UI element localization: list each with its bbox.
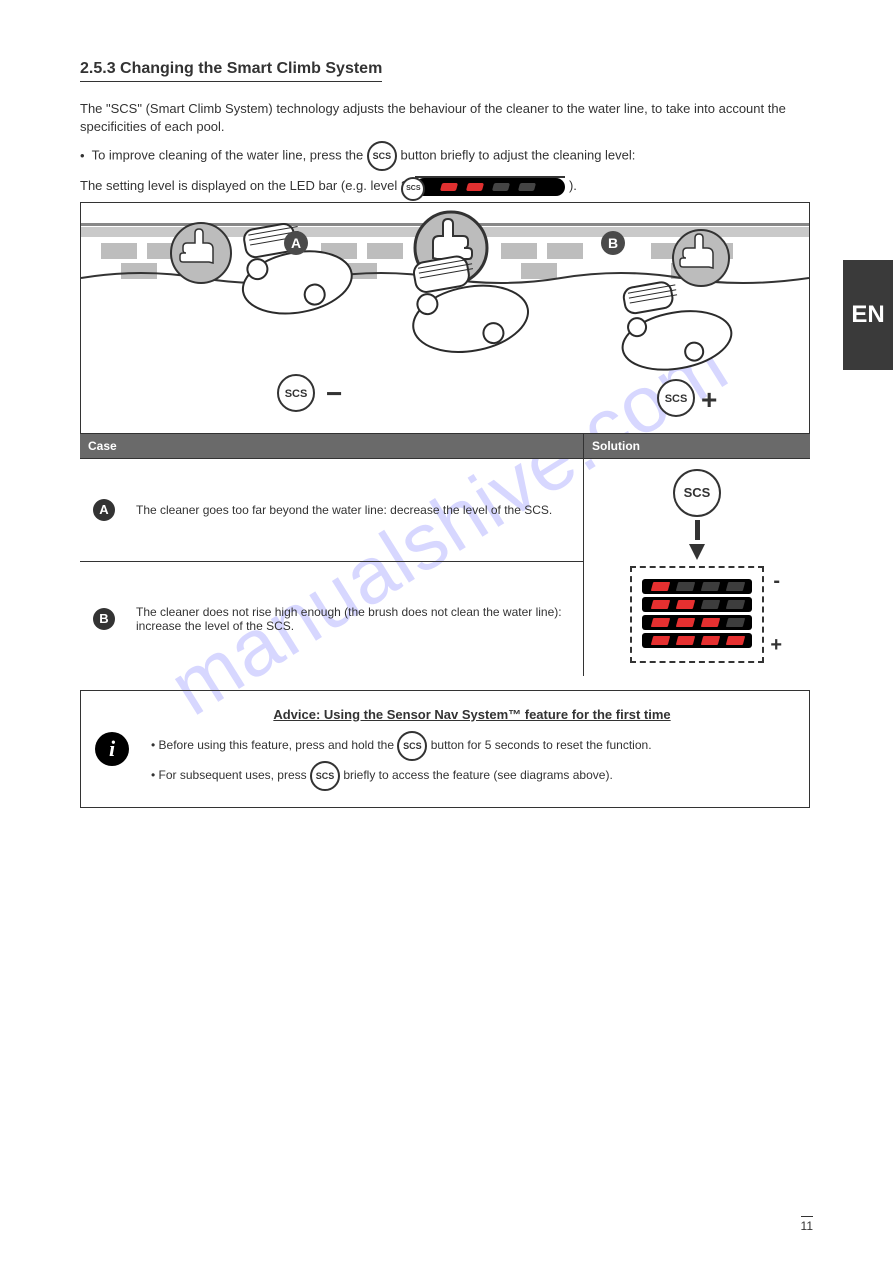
level-segment xyxy=(701,636,720,645)
diagram-svg: A xyxy=(81,203,809,431)
scs-plus-indicator: SCS + xyxy=(658,380,717,416)
led-segment xyxy=(440,183,458,191)
level-bar xyxy=(642,597,752,612)
svg-text:−: − xyxy=(326,378,342,409)
language-tab: EN xyxy=(843,260,893,370)
minus-label: - xyxy=(773,570,780,593)
svg-text:SCS: SCS xyxy=(665,393,688,405)
info-line2-after: briefly to access the feature (see diagr… xyxy=(343,769,612,783)
instruction-before: To improve cleaning of the water line, p… xyxy=(92,148,364,163)
info-icon: i xyxy=(95,732,129,766)
svg-text:SCS: SCS xyxy=(285,388,308,400)
level-segment xyxy=(651,636,670,645)
led-segment xyxy=(492,183,510,191)
level-segment xyxy=(651,582,670,591)
levels-container xyxy=(642,579,752,648)
intro-paragraph: The "SCS" (Smart Climb System) technolog… xyxy=(80,100,810,135)
level-bar xyxy=(642,633,752,648)
display-paragraph: The setting level is displayed on the LE… xyxy=(80,177,810,196)
scs-icon: SCS xyxy=(310,761,340,791)
arrow-stem xyxy=(695,520,700,540)
led-segment xyxy=(466,183,484,191)
section-heading: 2.5.3 Changing the Smart Climb System xyxy=(80,60,382,82)
level-bar xyxy=(642,615,752,630)
level-segment xyxy=(726,600,745,609)
scs-icon: SCS xyxy=(397,731,427,761)
level-segment xyxy=(726,618,745,627)
info-content: Advice: Using the Sensor Nav System™ fea… xyxy=(151,705,793,792)
case-b-text: The cleaner does not rise high enough (t… xyxy=(128,561,584,675)
diagram: A xyxy=(80,202,810,434)
page-number: 11 xyxy=(801,1216,813,1233)
scs-icon: SCS xyxy=(401,177,425,201)
arrow-down-icon xyxy=(689,544,705,560)
content-area: 2.5.3 Changing the Smart Climb System Th… xyxy=(80,60,810,808)
case-b-group xyxy=(612,230,736,378)
case-a-text: The cleaner goes too far beyond the wate… xyxy=(128,458,584,561)
instruction-paragraph: • To improve cleaning of the water line,… xyxy=(80,141,810,171)
level-segment xyxy=(701,582,720,591)
svg-text:+: + xyxy=(701,384,717,415)
info-box: i Advice: Using the Sensor Nav System™ f… xyxy=(80,690,810,809)
level-segment xyxy=(701,600,720,609)
page: EN manualshive.com 2.5.3 Changing the Sm… xyxy=(0,0,893,1263)
col-header-case: Case xyxy=(80,434,584,459)
plus-label: + xyxy=(770,634,782,657)
case-b-label: B xyxy=(608,235,618,251)
info-line1-after: button for 5 seconds to reset the functi… xyxy=(431,739,652,753)
led-bar-example: SCS xyxy=(415,178,565,196)
case-solution-table: Case Solution A The cleaner goes too far… xyxy=(80,434,810,676)
case-badge: B xyxy=(93,608,115,630)
scs-icon: SCS xyxy=(367,141,397,171)
case-badge: A xyxy=(93,499,115,521)
level-segment xyxy=(726,636,745,645)
info-line1-before: Before using this feature, press and hol… xyxy=(159,739,394,753)
level-segment xyxy=(701,618,720,627)
level-segment xyxy=(651,600,670,609)
display-after: ). xyxy=(569,178,577,193)
info-title: Advice: Using the Sensor Nav System™ fea… xyxy=(151,705,793,726)
case-a-label: A xyxy=(291,235,301,251)
level-segment xyxy=(726,582,745,591)
led-segment xyxy=(518,183,536,191)
table-row: A The cleaner goes too far beyond the wa… xyxy=(80,458,810,561)
level-segment xyxy=(676,600,695,609)
level-segment xyxy=(651,618,670,627)
info-line2-before: For subsequent uses, press xyxy=(159,769,307,783)
display-before: The setting level is displayed on the LE… xyxy=(80,178,412,193)
scs-icon: SCS xyxy=(673,469,721,517)
instruction-after: button briefly to adjust the cleaning le… xyxy=(401,148,636,163)
level-segment xyxy=(676,618,695,627)
level-segment xyxy=(676,582,695,591)
col-header-solution: Solution xyxy=(584,434,811,459)
scs-minus-indicator: SCS − xyxy=(278,375,342,411)
level-segment xyxy=(676,636,695,645)
level-bar xyxy=(642,579,752,594)
level-box: - + xyxy=(630,566,764,663)
